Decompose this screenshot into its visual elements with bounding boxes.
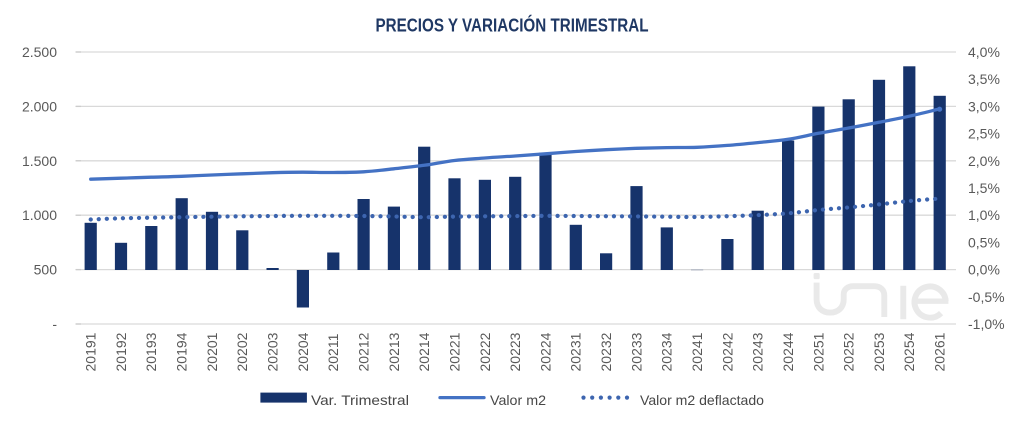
svg-text:PRECIOS Y VARIACIÓN TRIMESTRAL: PRECIOS Y VARIACIÓN TRIMESTRAL bbox=[376, 15, 649, 36]
svg-text:20231: 20231 bbox=[568, 332, 584, 371]
svg-text:20203: 20203 bbox=[265, 332, 281, 371]
svg-text:20254: 20254 bbox=[901, 332, 917, 371]
svg-text:20202: 20202 bbox=[234, 332, 250, 371]
svg-text:20221: 20221 bbox=[446, 332, 462, 371]
svg-text:Valor m2 deflactado: Valor m2 deflactado bbox=[640, 392, 764, 408]
svg-text:20191: 20191 bbox=[83, 332, 99, 371]
svg-text:1.500: 1.500 bbox=[22, 153, 57, 169]
svg-text:-: - bbox=[52, 316, 57, 332]
svg-text:20193: 20193 bbox=[143, 332, 159, 371]
svg-text:3,0%: 3,0% bbox=[968, 98, 1000, 114]
svg-text:20253: 20253 bbox=[871, 332, 887, 371]
svg-text:20204: 20204 bbox=[295, 332, 311, 371]
svg-text:20214: 20214 bbox=[416, 332, 432, 371]
svg-text:4,0%: 4,0% bbox=[968, 44, 1000, 60]
svg-text:20212: 20212 bbox=[356, 332, 372, 371]
svg-text:20242: 20242 bbox=[719, 332, 735, 371]
svg-text:2.000: 2.000 bbox=[22, 98, 57, 114]
svg-text:20224: 20224 bbox=[537, 332, 553, 371]
svg-text:0,0%: 0,0% bbox=[968, 262, 1000, 278]
svg-text:20192: 20192 bbox=[113, 332, 129, 371]
svg-text:20261: 20261 bbox=[932, 332, 948, 371]
svg-text:2,0%: 2,0% bbox=[968, 153, 1000, 169]
svg-text:Var. Trimestral: Var. Trimestral bbox=[311, 392, 409, 408]
svg-text:20233: 20233 bbox=[628, 332, 644, 371]
svg-text:20194: 20194 bbox=[174, 332, 190, 371]
svg-text:20234: 20234 bbox=[659, 332, 675, 371]
svg-text:500: 500 bbox=[34, 262, 58, 278]
svg-text:20223: 20223 bbox=[507, 332, 523, 371]
svg-text:20252: 20252 bbox=[841, 332, 857, 371]
svg-text:Valor m2: Valor m2 bbox=[490, 392, 546, 408]
svg-text:20241: 20241 bbox=[689, 332, 705, 371]
svg-text:-0,5%: -0,5% bbox=[968, 289, 1005, 305]
svg-text:-1,0%: -1,0% bbox=[968, 316, 1005, 332]
svg-text:1,0%: 1,0% bbox=[968, 207, 1000, 223]
svg-text:3,5%: 3,5% bbox=[968, 71, 1000, 87]
svg-text:20222: 20222 bbox=[477, 332, 493, 371]
svg-text:20213: 20213 bbox=[386, 332, 402, 371]
svg-text:20201: 20201 bbox=[204, 332, 220, 371]
svg-text:1.000: 1.000 bbox=[22, 207, 57, 223]
svg-text:1,5%: 1,5% bbox=[968, 180, 1000, 196]
svg-text:0,5%: 0,5% bbox=[968, 234, 1000, 250]
svg-text:20243: 20243 bbox=[750, 332, 766, 371]
svg-text:20211: 20211 bbox=[325, 333, 341, 371]
svg-text:20232: 20232 bbox=[598, 332, 614, 371]
svg-text:20251: 20251 bbox=[810, 332, 826, 371]
svg-text:20244: 20244 bbox=[780, 332, 796, 371]
svg-text:2.500: 2.500 bbox=[22, 44, 57, 60]
svg-text:2,5%: 2,5% bbox=[968, 126, 1000, 142]
